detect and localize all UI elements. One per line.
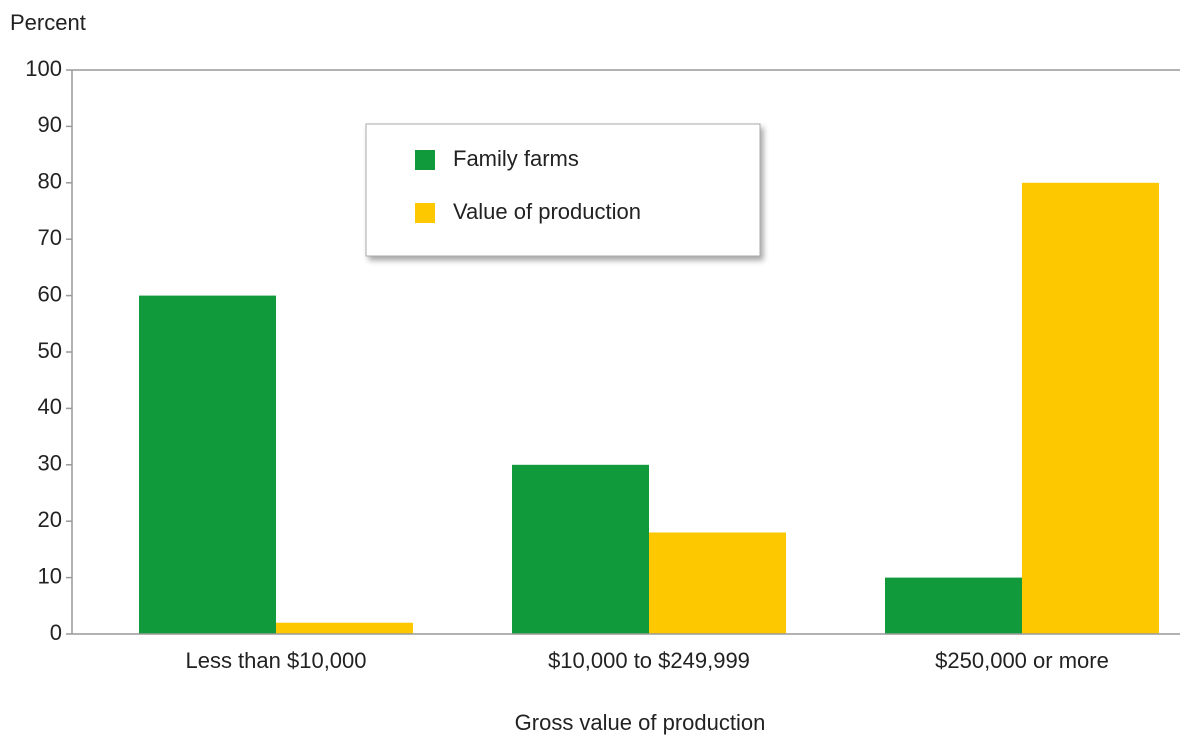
bar	[885, 577, 1022, 634]
bar	[1022, 182, 1159, 635]
x-tick-label: Less than $10,000	[185, 648, 366, 673]
y-axis-title: Percent	[10, 10, 86, 35]
x-tick-label: $250,000 or more	[935, 648, 1109, 673]
y-tick-label: 0	[50, 620, 62, 645]
bar	[139, 295, 276, 634]
y-tick-label: 90	[38, 112, 62, 137]
x-axis-title: Gross value of production	[515, 710, 766, 735]
y-tick-label: 50	[38, 338, 62, 363]
y-tick-label: 40	[38, 394, 62, 419]
legend-box	[365, 123, 761, 257]
legend-swatch	[415, 203, 435, 223]
legend-swatch	[415, 150, 435, 170]
y-tick-label: 100	[25, 56, 62, 81]
y-tick-label: 60	[38, 281, 62, 306]
legend-label: Value of production	[453, 199, 641, 224]
bar	[649, 532, 786, 634]
bar	[512, 464, 649, 634]
y-tick-label: 30	[38, 451, 62, 476]
x-tick-label: $10,000 to $249,999	[548, 648, 750, 673]
bar	[276, 622, 413, 634]
y-tick-label: 70	[38, 225, 62, 250]
y-tick-label: 10	[38, 563, 62, 588]
y-tick-label: 20	[38, 507, 62, 532]
legend-label: Family farms	[453, 146, 579, 171]
y-tick-label: 80	[38, 169, 62, 194]
legend: Family farms Value of production	[365, 123, 761, 257]
